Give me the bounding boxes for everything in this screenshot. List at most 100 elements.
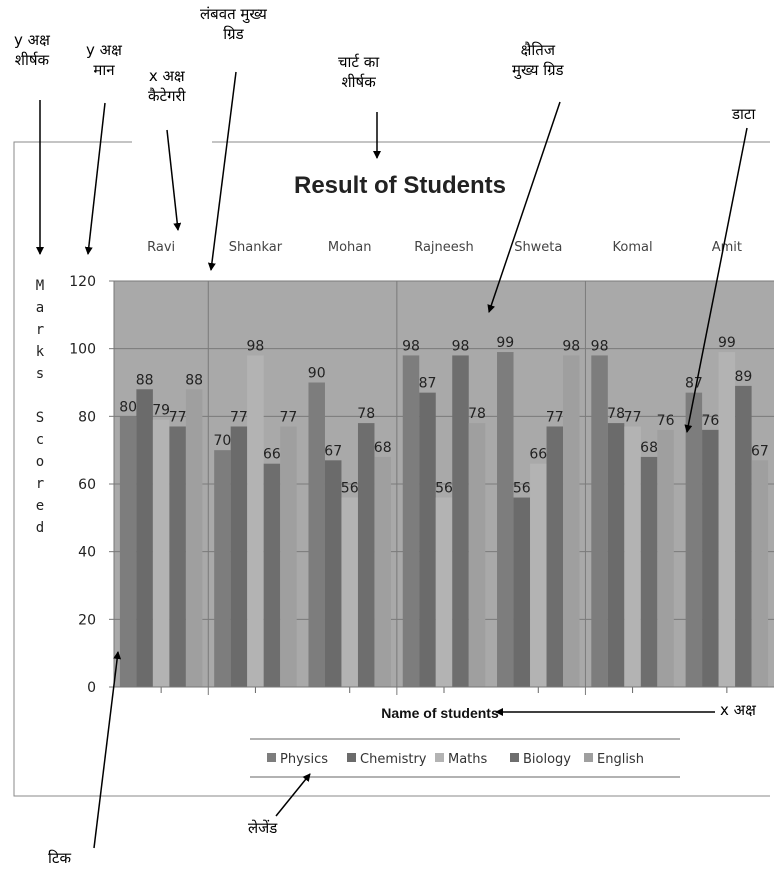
bar-chemistry-komal [607,423,625,687]
y-axis-title-char [36,388,44,404]
data-label: 90 [308,366,326,382]
bar-biology-amit [735,385,752,687]
legend-label-physics: Physics [280,752,328,767]
annotation-vertical-major-grid-line2: ग्रिड [223,25,244,44]
bar-english-komal [657,429,674,687]
bar-biology-rajneesh [452,355,469,687]
data-label: 99 [496,335,514,351]
legend-label-biology: Biology [523,752,571,767]
arrow-legend [275,773,311,817]
data-label: 87 [419,376,437,392]
data-label: 68 [640,440,658,456]
bar-maths-ravi [152,419,170,687]
bar-biology-mohan [357,423,375,687]
y-axis-title-char: S [36,410,44,426]
chart-title: Result of Students [294,172,506,199]
data-label: 66 [529,447,547,463]
data-label: 88 [136,372,154,388]
y-axis-title-char: d [36,520,44,536]
bar-chemistry-shweta [513,497,531,687]
data-label: 78 [357,406,375,422]
bar-english-ravi [185,389,203,687]
data-label: 68 [374,440,392,456]
y-axis-title-char: o [36,454,44,470]
annotation-y-axis-title-line2: शीर्षक [14,51,50,70]
bar-physics-shankar [214,450,231,687]
bar-physics-shweta [497,352,514,687]
bar-english-amit [751,460,769,687]
data-label: 88 [185,372,203,388]
legend-swatch-maths [435,753,444,762]
annotation-y-axis-values: y अक्ष मान [86,40,122,81]
y-tick-label: 20 [78,612,96,628]
bar-maths-shankar [247,355,264,687]
y-tick-label: 60 [78,477,96,493]
legend-swatch-chemistry [347,753,356,762]
data-label: 87 [685,376,703,392]
data-label: 89 [734,369,752,385]
annotation-legend: लेजेंड [248,819,278,837]
bar-biology-ravi [169,426,186,687]
y-axis-title-char: k [36,344,45,360]
bar-maths-amit [718,352,736,687]
bar-biology-shankar [263,463,281,687]
y-tick-label: 40 [78,545,96,561]
arrow-y-axis-values [84,102,106,255]
data-label: 77 [546,409,564,425]
bar-maths-komal [624,426,641,687]
data-label: 56 [341,481,359,497]
data-label: 70 [214,433,232,449]
annotation-vertical-major-grid-line1: लंबवत मुख्य [200,5,267,23]
bar-chemistry-ravi [136,389,153,687]
data-label: 78 [607,406,625,422]
annotation-vertical-major-grid: लंबवत मुख्य ग्रिड [200,4,267,45]
legend-label-chemistry: Chemistry [360,752,427,767]
data-label: 98 [402,338,420,354]
data-label: 66 [263,447,281,463]
bar-physics-mohan [308,382,325,687]
arrow-vertical-grid [207,71,237,271]
bar-chemistry-amit [702,429,719,687]
annotation-y-axis-title: y अक्ष शीर्षक [14,30,50,71]
annotation-tick: टिक [48,849,71,867]
x-category-label: Shankar [229,240,283,255]
bar-physics-komal [591,355,608,687]
annotation-horizontal-major-grid-line1: क्षैतिज [520,41,555,59]
data-label: 56 [513,481,531,497]
bar-maths-shweta [530,463,547,687]
data-label: 98 [452,338,470,354]
y-axis-title-char: e [36,498,44,514]
bar-physics-ravi [119,416,137,687]
y-axis-title-char: s [36,366,44,382]
bar-english-shankar [280,426,297,687]
data-label: 77 [280,409,298,425]
legend-label-english: English [597,752,644,767]
y-axis-title-char: M [36,278,44,294]
bar-maths-rajneesh [435,497,453,687]
y-axis-title-char: c [36,432,44,448]
annotation-horizontal-major-grid: क्षैतिज मुख्य ग्रिड [512,40,564,81]
annotation-y-axis-values-line2: मान [93,61,115,80]
data-label: 80 [119,399,137,415]
y-tick-label: 0 [87,680,96,696]
x-category-label: Ravi [147,240,175,255]
y-tick-label: 80 [78,409,96,425]
y-axis-title-char: a [36,300,44,316]
arrow-horizontal-grid [487,101,561,313]
annotation-horizontal-major-grid-line2: मुख्य ग्रिड [512,61,564,80]
annotation-x-axis-category: x अक्ष कैटेगरी [148,66,186,107]
data-label: 67 [324,443,342,459]
annotation-x-axis-category-line2: कैटेगरी [148,87,186,106]
data-label: 77 [169,409,187,425]
bar-maths-mohan [341,497,358,687]
data-label: 56 [435,481,453,497]
data-label: 77 [624,409,642,425]
y-tick-label: 120 [69,274,96,290]
bar-chemistry-shankar [230,426,248,687]
bar-english-mohan [374,456,391,687]
legend-swatch-physics [267,753,276,762]
data-label: 79 [152,403,170,419]
x-category-label: Rajneesh [414,240,474,255]
legend-label-maths: Maths [448,752,488,767]
